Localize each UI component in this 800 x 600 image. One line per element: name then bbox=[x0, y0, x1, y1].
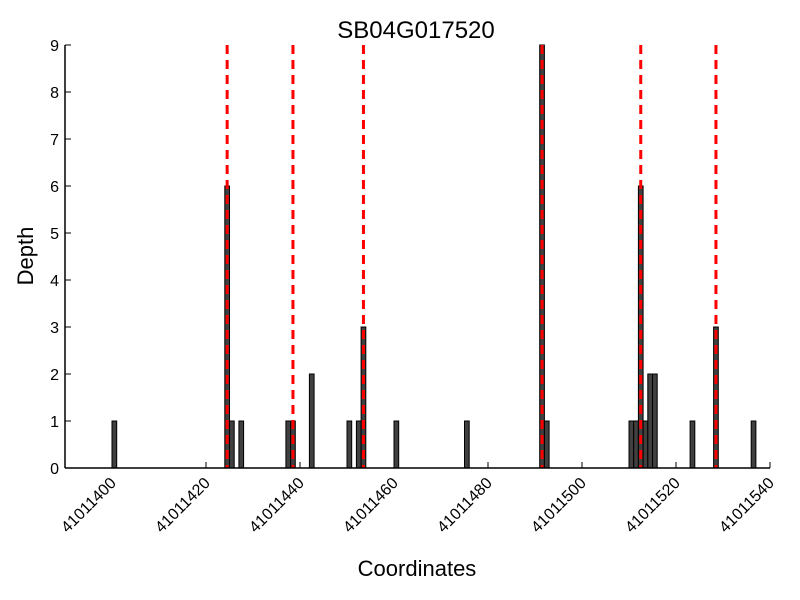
y-tick-label-1: 1 bbox=[50, 414, 59, 431]
y-tick-label-8: 8 bbox=[50, 85, 59, 102]
bar-41011450 bbox=[346, 420, 353, 469]
bar-41011442 bbox=[308, 373, 315, 469]
bar-41011475 bbox=[464, 420, 470, 469]
y-tick-label-2: 2 bbox=[50, 367, 59, 384]
bar-41011452 bbox=[355, 420, 362, 469]
x-tick-label-41011500: 41011500 bbox=[528, 475, 590, 537]
x-tick-label-41011540: 41011540 bbox=[716, 475, 778, 537]
bar-41011510 bbox=[628, 420, 635, 469]
bar-41011514 bbox=[647, 373, 653, 469]
x-tick-label-41011440: 41011440 bbox=[246, 475, 308, 537]
bar-41011511 bbox=[633, 420, 639, 469]
x-tick-label-41011520: 41011520 bbox=[622, 475, 684, 537]
bar-41011492 bbox=[543, 420, 550, 469]
x-tick-label-41011420: 41011420 bbox=[152, 475, 214, 537]
bar-41011523 bbox=[689, 420, 696, 469]
y-tick-label-4: 4 bbox=[50, 273, 59, 290]
x-tick-label-41011460: 41011460 bbox=[340, 475, 402, 537]
bar-41011536 bbox=[750, 420, 757, 469]
bar-41011425 bbox=[229, 420, 235, 469]
x-tick-label-41011400: 41011400 bbox=[58, 475, 120, 537]
bar-41011515 bbox=[652, 373, 658, 469]
y-tick-label-9: 9 bbox=[50, 38, 59, 55]
axes bbox=[64, 45, 770, 469]
markers-group bbox=[225, 45, 718, 468]
x-ticks: 41011400 41011420 41011440 41011460 41011480… bbox=[58, 462, 778, 536]
y-tick-label-6: 6 bbox=[50, 179, 59, 196]
x-tick-label-41011480: 41011480 bbox=[434, 475, 496, 537]
bar-41011427 bbox=[238, 420, 245, 469]
y-tick-label-3: 3 bbox=[50, 320, 59, 337]
y-tick-label-0: 0 bbox=[50, 461, 59, 478]
y-tick-label-5: 5 bbox=[50, 226, 59, 243]
x-axis-label: Coordinates bbox=[358, 556, 477, 581]
bar-41011400 bbox=[111, 420, 118, 469]
bars-group bbox=[111, 44, 757, 469]
chart-title: SB04G017520 bbox=[337, 17, 494, 44]
bar-41011437 bbox=[285, 420, 292, 469]
y-tick-label-7: 7 bbox=[50, 132, 59, 149]
y-axis-label: Depth bbox=[13, 227, 38, 286]
y-ticks: 0 1 2 3 4 5 6 7 8 9 bbox=[50, 38, 71, 478]
bar-41011460 bbox=[393, 420, 400, 469]
bar-41011513 bbox=[642, 420, 649, 469]
